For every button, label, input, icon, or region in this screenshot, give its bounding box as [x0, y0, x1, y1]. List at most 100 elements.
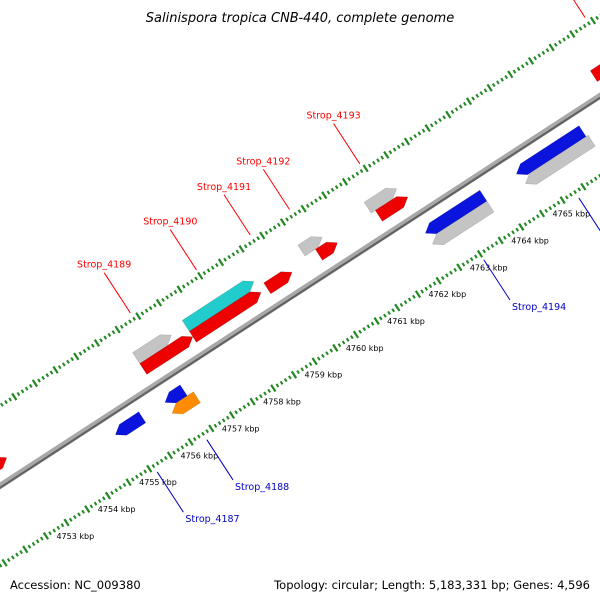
reverse-gene-arrow [164, 384, 188, 404]
reverse-tick-mark [93, 501, 98, 506]
forward-tick-mark [41, 375, 46, 380]
forward-tick-mark [252, 238, 256, 243]
gene-label: Strop_4188 [235, 482, 289, 493]
reverse-tick-mark [502, 235, 507, 240]
forward-tick-mark [161, 297, 165, 303]
forward-tick-mark [454, 107, 459, 112]
reverse-gene-arrow [424, 189, 488, 235]
reverse-tick-mark [341, 340, 346, 345]
reverse-tick-mark [373, 317, 380, 325]
reverse-tick-mark [311, 357, 318, 366]
reverse-tick-mark [6, 558, 11, 563]
forward-tick-mark [434, 120, 438, 125]
reverse-tick-mark [515, 227, 520, 232]
reverse-tick-mark [114, 488, 119, 493]
reverse-tick-mark [337, 343, 342, 348]
forward-tick-mark [264, 230, 269, 235]
reverse-tick-mark [201, 431, 205, 436]
forward-tick-mark [107, 332, 112, 337]
reverse-tick-mark [221, 418, 226, 423]
tick-labels: 4753 kbp 4754 kbp 4755 kbp 4756 kbp 4757 kbp… [56, 210, 590, 541]
tick-label: 4761 kbp [387, 317, 425, 326]
reverse-tick-mark [585, 181, 590, 187]
forward-tick-mark [70, 357, 74, 362]
forward-tick-mark [223, 257, 227, 262]
reverse-tick-mark [461, 262, 466, 267]
reverse-tick-mark [11, 555, 15, 560]
backbone-shadow [0, 96, 600, 489]
forward-tick-mark [396, 144, 401, 149]
reverse-tick-mark [180, 445, 185, 450]
forward-tick-mark [310, 201, 314, 206]
forward-tick-mark [545, 48, 550, 53]
reverse-tick-mark [208, 424, 215, 433]
forward-tick-mark [8, 397, 12, 402]
forward-tick-mark [504, 74, 508, 80]
reverse-tick-mark [192, 437, 197, 442]
reverse-tick-mark [242, 404, 247, 410]
forward-tick-mark [409, 136, 413, 141]
forward-tick-mark [73, 352, 80, 361]
reverse-tick-mark [428, 284, 433, 289]
forward-tick-mark [380, 155, 384, 160]
forward-tick-mark [569, 30, 576, 38]
forward-tick-mark [119, 324, 124, 329]
forward-tick-mark [486, 83, 493, 92]
reverse-tick-mark [456, 263, 463, 272]
reverse-tick-mark [414, 290, 422, 299]
reverse-tick-mark [329, 348, 333, 353]
reverse-tick-mark [267, 388, 271, 393]
forward-tick-mark [152, 303, 157, 308]
forward-gene-arrow [181, 280, 255, 332]
forward-tick-mark [243, 244, 248, 249]
forward-tick-mark [217, 258, 225, 267]
forward-tick-mark [318, 195, 322, 200]
forward-tick-mark [197, 271, 204, 280]
forward-tick-mark [90, 343, 95, 348]
reverse-tick-mark [197, 434, 201, 439]
forward-tick-mark [383, 150, 390, 159]
forward-tick-mark [186, 281, 190, 286]
forward-tick-mark [417, 131, 422, 136]
reverse-tick-mark [270, 384, 277, 393]
tick-label: 4762 kbp [429, 290, 467, 299]
forward-tick-mark [66, 359, 70, 364]
reverse-tick-mark [213, 423, 218, 428]
forward-tick-mark [445, 110, 452, 119]
forward-tick-mark [413, 134, 418, 139]
reverse-tick-mark [352, 330, 360, 339]
forward-gene-arrow [374, 196, 409, 222]
forward-tick-mark [268, 228, 273, 233]
forward-tick-mark [272, 225, 277, 230]
forward-tick-mark [176, 285, 183, 294]
gene-label: Strop_4191 [197, 182, 251, 193]
forward-tick-mark [20, 389, 25, 394]
reverse-tick-mark [15, 552, 19, 557]
forward-tick-mark [362, 164, 369, 173]
reverse-tick-mark [453, 267, 458, 273]
map-title: Salinispora tropica CNB-440, complete ge… [146, 11, 454, 26]
reverse-tick-mark [118, 485, 123, 490]
reverse-tick-mark [476, 249, 484, 258]
forward-tick-mark [376, 158, 380, 163]
forward-tick-mark [500, 77, 504, 82]
reverse-tick-mark [296, 369, 300, 375]
reverse-tick-mark [97, 498, 102, 504]
forward-tick-mark [541, 50, 546, 55]
gene-label: Strop_4193 [306, 111, 360, 122]
forward-tick-mark [173, 289, 178, 294]
reverse-tick-mark [407, 297, 412, 302]
reverse-tick-mark [0, 563, 3, 568]
tick-label: 4764 kbp [511, 236, 549, 245]
tick-label: 4754 kbp [98, 505, 136, 514]
forward-tick-mark [16, 391, 21, 397]
forward-tick-mark [372, 160, 376, 166]
reverse-tick-mark [403, 300, 408, 305]
reverse-tick-mark [391, 308, 395, 313]
gene-label: Strop_4190 [143, 217, 197, 228]
forward-tick-mark [491, 83, 496, 88]
feature-track [0, 64, 600, 471]
reverse-tick-mark [573, 190, 577, 195]
tick-label: 4755 kbp [139, 478, 177, 487]
forward-tick-mark [103, 335, 108, 340]
